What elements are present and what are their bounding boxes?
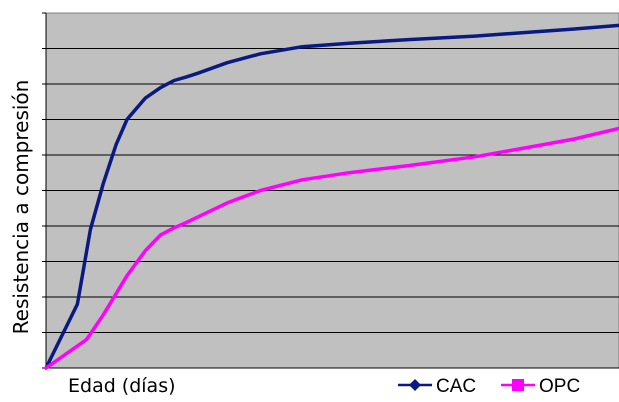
gridlines xyxy=(46,48,619,333)
legend-diamond-icon xyxy=(409,379,421,391)
series-line-opc xyxy=(44,126,619,370)
legend-entry-cac: CAC xyxy=(398,376,476,397)
y-axis-ticks xyxy=(42,12,46,369)
x-axis-label: Edad (días) xyxy=(68,375,176,397)
legend: CAC OPC xyxy=(398,376,580,397)
legend-entry-opc: OPC xyxy=(501,376,580,397)
legend-label-cac: CAC xyxy=(436,376,476,397)
series-lines xyxy=(44,23,619,370)
legend-label-opc: OPC xyxy=(539,376,580,397)
y-axis-label: Resistencia a compresión xyxy=(9,80,33,335)
series-line-cac xyxy=(44,23,619,370)
legend-square-icon xyxy=(512,379,524,391)
